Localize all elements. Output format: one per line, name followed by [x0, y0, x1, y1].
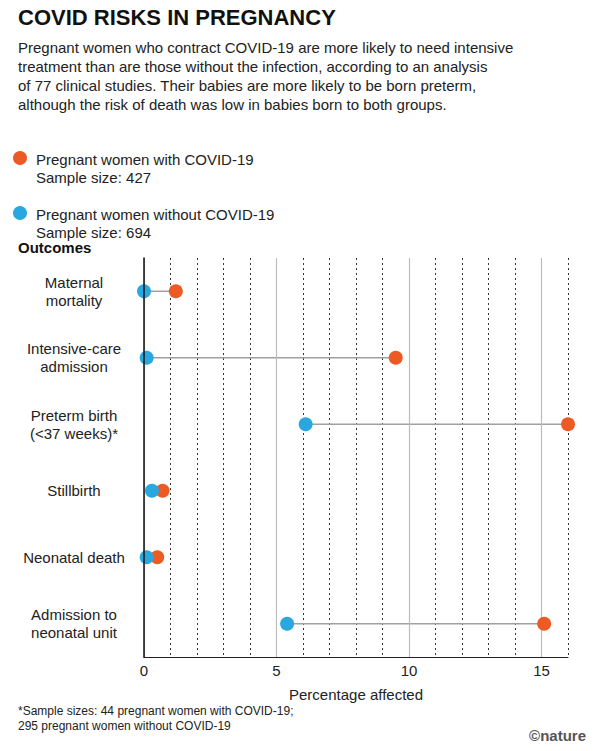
svg-text:0: 0 — [140, 662, 148, 679]
svg-text:admission: admission — [40, 358, 108, 375]
svg-text:Stillbirth: Stillbirth — [47, 482, 100, 499]
svg-text:Neonatal death: Neonatal death — [23, 549, 125, 566]
svg-text:mortality: mortality — [46, 292, 103, 309]
svg-text:5: 5 — [272, 662, 280, 679]
svg-text:Sample size: 427: Sample size: 427 — [36, 169, 151, 186]
svg-text:Maternal: Maternal — [45, 274, 103, 291]
svg-text:Preterm birth: Preterm birth — [31, 407, 118, 424]
svg-text:(<37 weeks)*: (<37 weeks)* — [30, 425, 118, 442]
svg-text:Pregnant women without COVID-1: Pregnant women without COVID-19 — [36, 206, 274, 223]
svg-text:neonatal unit: neonatal unit — [31, 624, 118, 641]
svg-text:©nature: ©nature — [529, 727, 586, 744]
svg-text:15: 15 — [533, 662, 550, 679]
svg-text:Pregnant women with COVID-19: Pregnant women with COVID-19 — [36, 151, 254, 168]
svg-text:although the risk of death was: although the risk of death was low in ba… — [18, 96, 447, 113]
svg-text:Outcomes: Outcomes — [18, 239, 91, 256]
svg-text:of 77 clinical studies. Their: of 77 clinical studies. Their babies are… — [18, 77, 476, 94]
svg-text:Admission to: Admission to — [31, 606, 117, 623]
svg-text:Intensive-care: Intensive-care — [27, 340, 121, 357]
svg-text:10: 10 — [401, 662, 418, 679]
svg-text:Pregnant women who contract CO: Pregnant women who contract COVID-19 are… — [18, 39, 513, 56]
svg-text:treatment than are those witho: treatment than are those without the inf… — [18, 58, 487, 75]
svg-text:Sample size: 694: Sample size: 694 — [36, 224, 151, 241]
svg-text:*Sample sizes: 44 pregnant wom: *Sample sizes: 44 pregnant women with CO… — [18, 704, 293, 718]
svg-text:295 pregnant women without COV: 295 pregnant women without COVID-19 — [18, 719, 231, 733]
svg-text:COVID RISKS IN PREGNANCY: COVID RISKS IN PREGNANCY — [18, 5, 336, 30]
svg-text:Percentage affected: Percentage affected — [289, 686, 423, 703]
